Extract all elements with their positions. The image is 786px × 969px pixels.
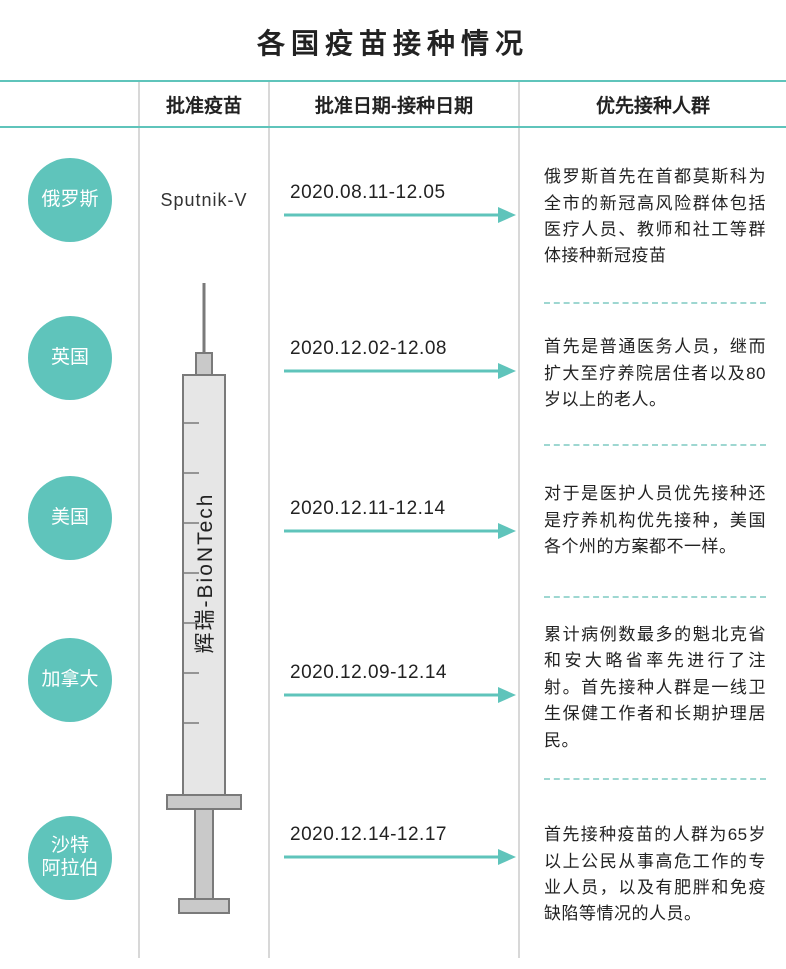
priority-block: 对于是医护人员优先接种还是疗养机构优先接种，美国各个州的方案都不一样。 xyxy=(544,456,766,586)
country-circle: 加拿大 xyxy=(28,638,112,722)
dashed-separator xyxy=(544,778,766,780)
dashed-separator xyxy=(544,302,766,304)
header-priority: 优先接种人群 xyxy=(596,91,710,118)
priority-block: 首先接种疫苗的人群为65岁以上公民从事高危工作的专业人员，以及有肥胖和免疫缺陷等… xyxy=(544,790,766,960)
country-circle: 沙特 阿拉伯 xyxy=(28,816,112,900)
header-date: 批准日期-接种日期 xyxy=(315,91,473,118)
priority-text: 对于是医护人员优先接种还是疗养机构优先接种，美国各个州的方案都不一样。 xyxy=(544,481,766,560)
arrow-icon xyxy=(284,362,516,380)
col-vaccine: Sputnik-V xyxy=(140,128,270,958)
col-priority: 俄罗斯首先在首都莫斯科为全市的新冠高风险群体包括医疗人员、教师和社工等群体接种新… xyxy=(520,128,786,958)
page-title: 各国疫苗接种情况 xyxy=(0,0,786,80)
date-arrow: 2020.12.11-12.14 xyxy=(284,498,518,540)
dashed-separator xyxy=(544,444,766,446)
date-text: 2020.12.02-12.08 xyxy=(290,338,447,360)
col-date: 2020.08.11-12.05 2020.12.02-12.08 2020.12.… xyxy=(270,128,520,958)
country-circle: 美国 xyxy=(28,476,112,560)
arrow-icon xyxy=(284,206,516,224)
table-header: 批准疫苗 批准日期-接种日期 优先接种人群 xyxy=(0,80,786,128)
priority-block: 俄罗斯首先在首都莫斯科为全市的新冠高风险群体包括医疗人员、教师和社工等群体接种新… xyxy=(544,142,766,292)
vaccine-label-pfizer: 辉瑞-BioNTech xyxy=(189,493,219,654)
date-arrow: 2020.12.02-12.08 xyxy=(284,338,518,380)
date-text: 2020.08.11-12.05 xyxy=(290,182,446,204)
col-country: 俄罗斯英国美国加拿大沙特 阿拉伯 xyxy=(0,128,140,958)
date-text: 2020.12.09-12.14 xyxy=(290,662,447,684)
arrow-icon xyxy=(284,522,516,540)
table-body: 俄罗斯英国美国加拿大沙特 阿拉伯 Sputnik-V xyxy=(0,128,786,958)
dashed-separator xyxy=(544,596,766,598)
priority-text: 俄罗斯首先在首都莫斯科为全市的新冠高风险群体包括医疗人员、教师和社工等群体接种新… xyxy=(544,164,766,269)
priority-block: 累计病例数最多的魁北克省和安大略省率先进行了注射。首先接种人群是一线卫生保健工作… xyxy=(544,608,766,768)
date-text: 2020.12.14-12.17 xyxy=(290,824,447,846)
priority-block: 首先是普通医务人员，继而扩大至疗养院居住者以及80岁以上的老人。 xyxy=(544,314,766,434)
priority-text: 累计病例数最多的魁北克省和安大略省率先进行了注射。首先接种人群是一线卫生保健工作… xyxy=(544,622,766,754)
date-text: 2020.12.11-12.14 xyxy=(290,498,446,520)
arrow-icon xyxy=(284,848,516,866)
header-vaccine: 批准疫苗 xyxy=(166,91,242,118)
arrow-icon xyxy=(284,686,516,704)
date-arrow: 2020.08.11-12.05 xyxy=(284,182,518,224)
country-circle: 俄罗斯 xyxy=(28,158,112,242)
date-arrow: 2020.12.09-12.14 xyxy=(284,662,518,704)
country-circle: 英国 xyxy=(28,316,112,400)
date-arrow: 2020.12.14-12.17 xyxy=(284,824,518,866)
priority-text: 首先接种疫苗的人群为65岁以上公民从事高危工作的专业人员，以及有肥胖和免疫缺陷等… xyxy=(544,822,766,927)
vaccine-label-sputnik: Sputnik-V xyxy=(140,190,268,211)
priority-text: 首先是普通医务人员，继而扩大至疗养院居住者以及80岁以上的老人。 xyxy=(544,334,766,413)
